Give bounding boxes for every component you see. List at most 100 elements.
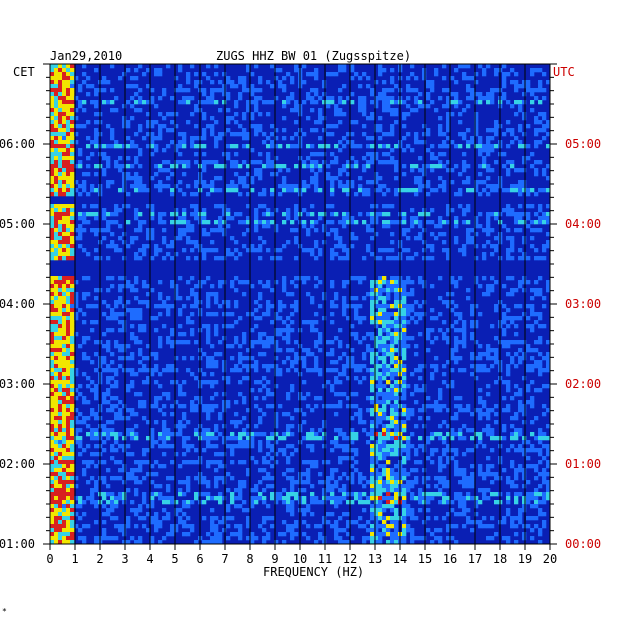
spectrogram-cell <box>234 304 239 309</box>
spectrogram-cell <box>382 356 387 361</box>
spectrogram-cell <box>290 76 295 81</box>
spectrogram-cell <box>534 280 539 285</box>
spectrogram-cell <box>82 220 87 225</box>
spectrogram-cell <box>446 496 451 501</box>
spectrogram-cell <box>182 304 187 309</box>
spectrogram-cell <box>302 360 307 365</box>
spectrogram-cell <box>386 328 391 333</box>
spectrogram-cell <box>210 404 215 409</box>
spectrogram-cell <box>146 284 151 289</box>
spectrogram-cell <box>162 168 167 173</box>
spectrogram-cell <box>378 188 383 193</box>
spectrogram-cell <box>246 132 251 137</box>
spectrogram-cell <box>58 180 63 185</box>
spectrogram-cell <box>294 132 299 137</box>
spectrogram-cell <box>458 144 463 149</box>
spectrogram-cell <box>54 172 59 177</box>
spectrogram-cell <box>338 392 343 397</box>
spectrogram-cell <box>394 488 399 493</box>
spectrogram-cell <box>74 396 79 401</box>
spectrogram-cell <box>154 164 159 169</box>
spectrogram-cell <box>338 88 343 93</box>
spectrogram-cell <box>338 488 343 493</box>
spectrogram-cell <box>178 332 183 337</box>
spectrogram-cell <box>70 140 75 145</box>
spectrogram-cell <box>54 328 59 333</box>
spectrogram-cell <box>490 128 495 133</box>
spectrogram-cell <box>454 348 459 353</box>
spectrogram-cell <box>82 172 87 177</box>
spectrogram-cell <box>178 180 183 185</box>
spectrogram-cell <box>462 132 467 137</box>
spectrogram-cell <box>82 468 87 473</box>
spectrogram-cell <box>242 440 247 445</box>
spectrogram-cell <box>390 128 395 133</box>
spectrogram-cell <box>366 432 371 437</box>
spectrogram-cell <box>538 364 543 369</box>
spectrogram-cell <box>338 168 343 173</box>
spectrogram-cell <box>342 488 347 493</box>
spectrogram-cell <box>178 160 183 165</box>
spectrogram-cell <box>182 172 187 177</box>
spectrogram-cell <box>94 392 99 397</box>
spectrogram-cell <box>294 276 299 281</box>
spectrogram-cell <box>502 312 507 317</box>
spectrogram-cell <box>58 252 63 257</box>
spectrogram-cell <box>486 488 491 493</box>
spectrogram-cell <box>58 432 63 437</box>
spectrogram-cell <box>514 100 519 105</box>
spectrogram-cell <box>506 160 511 165</box>
spectrogram-cell <box>318 116 323 121</box>
spectrogram-cell <box>422 280 427 285</box>
spectrogram-cell <box>470 356 475 361</box>
spectrogram-cell <box>322 420 327 425</box>
spectrogram-cell <box>238 96 243 101</box>
spectrogram-cell <box>62 468 67 473</box>
spectrogram-cell <box>66 332 71 337</box>
spectrogram-cell <box>126 408 131 413</box>
spectrogram-cell <box>266 336 271 341</box>
spectrogram-cell <box>474 100 479 105</box>
spectrogram-cell <box>410 444 415 449</box>
spectrogram-cell <box>506 308 511 313</box>
spectrogram-cell <box>286 212 291 217</box>
spectrogram-cell <box>218 464 223 469</box>
spectrogram-cell <box>474 144 479 149</box>
spectrogram-cell <box>194 476 199 481</box>
spectrogram-cell <box>374 456 379 461</box>
spectrogram-cell <box>454 464 459 469</box>
spectrogram-cell <box>82 320 87 325</box>
spectrogram-cell <box>458 356 463 361</box>
spectrogram-cell <box>314 256 319 261</box>
spectrogram-cell <box>378 116 383 121</box>
spectrogram-cell <box>370 152 375 157</box>
spectrogram-cell <box>326 132 331 137</box>
spectrogram-cell <box>358 496 363 501</box>
spectrogram-cell <box>118 156 123 161</box>
spectrogram-cell <box>326 172 331 177</box>
spectrogram-cell <box>294 212 299 217</box>
spectrogram-cell <box>238 344 243 349</box>
spectrogram-cell <box>454 224 459 229</box>
spectrogram-cell <box>154 492 159 497</box>
spectrogram-cell <box>238 164 243 169</box>
spectrogram-cell <box>338 404 343 409</box>
spectrogram-cell <box>418 304 423 309</box>
spectrogram-cell <box>134 476 139 481</box>
spectrogram-cell <box>154 136 159 141</box>
spectrogram-cell <box>214 220 219 225</box>
spectrogram-cell <box>218 224 223 229</box>
spectrogram-cell <box>386 492 391 497</box>
spectrogram-cell <box>258 128 263 133</box>
spectrogram-cell <box>386 224 391 229</box>
spectrogram-cell <box>126 356 131 361</box>
spectrogram-cell <box>406 456 411 461</box>
spectrogram-cell <box>386 344 391 349</box>
spectrogram-cell <box>274 372 279 377</box>
spectrogram-cell <box>186 340 191 345</box>
spectrogram-cell <box>522 80 527 85</box>
spectrogram-cell <box>338 380 343 385</box>
spectrogram-cell <box>542 480 547 485</box>
spectrogram-cell <box>530 164 535 169</box>
spectrogram-cell <box>142 404 147 409</box>
